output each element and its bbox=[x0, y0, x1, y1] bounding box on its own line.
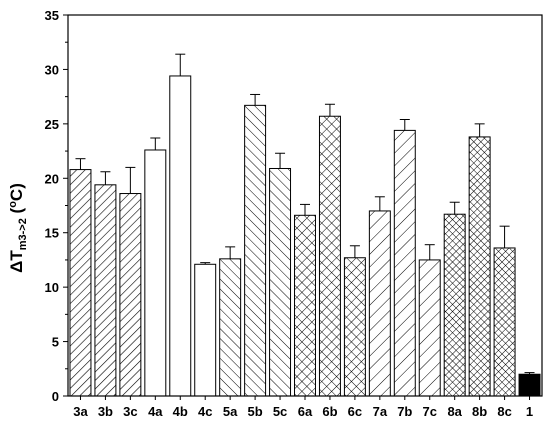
x-tick-label: 1 bbox=[526, 404, 533, 419]
y-axis-title-unit-close: C) bbox=[7, 183, 26, 201]
y-tick-label: 20 bbox=[45, 171, 59, 186]
y-tick-label: 10 bbox=[45, 280, 59, 295]
bar-3a bbox=[69, 169, 92, 397]
x-tick-label: 8b bbox=[472, 404, 487, 419]
x-axis-labels: 3a 3b 3c 4a 4b 4c 5a 5b 5c 6a 6b 6c 7a 7b 7c 8a 8b 8c 1 bbox=[73, 396, 533, 419]
bar-3c bbox=[119, 193, 142, 397]
x-tick-label: 6a bbox=[298, 404, 313, 419]
x-tick-label: 5b bbox=[248, 404, 263, 419]
bar-6b bbox=[318, 115, 341, 397]
bar-4a bbox=[144, 149, 167, 397]
bar-7c bbox=[418, 259, 441, 397]
x-tick-label: 5c bbox=[273, 404, 287, 419]
y-tick-label: 15 bbox=[45, 226, 59, 241]
y-axis-ticks: 0 5 10 15 20 25 30 35 bbox=[45, 8, 68, 404]
x-tick-label: 3b bbox=[98, 404, 113, 419]
plot-frame bbox=[67, 14, 543, 397]
x-tick-label: 7b bbox=[397, 404, 412, 419]
x-tick-label: 7a bbox=[373, 404, 388, 419]
y-axis-title: ΔTm3->2 (oC) bbox=[7, 183, 29, 273]
x-tick-label: 7c bbox=[423, 404, 437, 419]
bar-7a bbox=[368, 210, 391, 397]
x-tick-label: 4a bbox=[148, 404, 163, 419]
x-tick-label: 8c bbox=[497, 404, 511, 419]
bar-6a bbox=[294, 214, 316, 397]
x-tick-label: 4c bbox=[198, 404, 212, 419]
bars-group bbox=[69, 53, 541, 397]
x-tick-label: 6c bbox=[348, 404, 362, 419]
x-tick-label: 3c bbox=[123, 404, 137, 419]
y-axis-title-unit-open: ( bbox=[7, 207, 26, 218]
bar-4b bbox=[169, 75, 192, 397]
bar-6c bbox=[343, 257, 366, 397]
y-tick-label: 5 bbox=[52, 335, 59, 350]
x-tick-label: 4b bbox=[173, 404, 188, 419]
y-tick-label: 0 bbox=[52, 389, 59, 404]
bar-3b bbox=[94, 184, 117, 397]
bar-4c bbox=[194, 263, 217, 397]
bar-7b bbox=[393, 129, 416, 397]
y-axis-title-subscript: m3->2 bbox=[17, 218, 29, 250]
y-axis-title-main: ΔT bbox=[7, 250, 26, 273]
x-tick-label: 6b bbox=[322, 404, 337, 419]
bar-8c bbox=[493, 247, 516, 397]
x-tick-label: 3a bbox=[73, 404, 88, 419]
bar-5a bbox=[219, 258, 242, 397]
y-axis-title-unit-sup: o bbox=[7, 201, 19, 208]
y-tick-label: 35 bbox=[45, 8, 59, 23]
y-tick-label: 25 bbox=[45, 117, 59, 132]
bar-5b bbox=[244, 104, 267, 397]
bar-8b bbox=[468, 136, 491, 397]
bar-8a bbox=[443, 213, 466, 397]
x-tick-label: 5a bbox=[223, 404, 238, 419]
x-tick-label: 8a bbox=[447, 404, 462, 419]
bar-5c bbox=[269, 167, 292, 397]
bar-1 bbox=[518, 373, 541, 397]
y-tick-label: 30 bbox=[45, 62, 59, 77]
